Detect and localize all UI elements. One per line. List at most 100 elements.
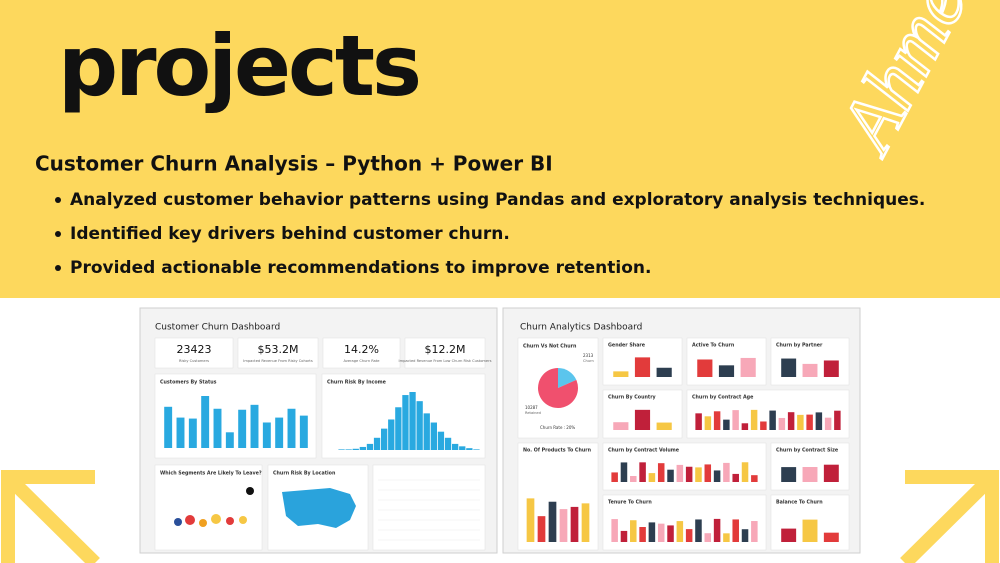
kpi-card [154,337,234,369]
decor-bar [751,475,758,482]
bar [201,396,210,448]
decor-bar [697,359,713,377]
panel-title: Churn Risk By Income [327,380,387,386]
bar [262,422,271,448]
decor-bar [685,529,693,542]
bullet-list: Analyzed customer behavior patterns usin… [55,190,925,278]
bar [388,419,395,450]
top-band [0,0,1000,298]
kpi-label: Impacted Revenue From Low Churn Risk Cus… [399,359,492,363]
bar [444,437,452,450]
panel-title: Churn by Partner [776,343,823,349]
decor-bar [741,423,749,430]
bar [238,409,247,448]
decor-bar [823,532,839,542]
bar [176,417,185,448]
bar [250,404,259,448]
decor-bar [634,409,651,430]
decor-bar [723,419,730,430]
decor-bar [815,412,823,430]
pie-note: Churn Rate : 20% [540,425,575,430]
panel-title: Tenure To Churn [608,500,652,506]
panel-title: Churn Risk By Location [273,471,336,477]
decor-bar [695,413,702,430]
decor-bar [695,519,702,542]
decor-bar [713,518,721,542]
panel-title: No. Of Products To Churn [523,448,592,454]
pie-value: 2313 [583,353,594,358]
decor-bar [723,462,730,482]
kpi-card [322,337,401,369]
bullet-text: Provided actionable recommendations to i… [70,258,651,278]
panel-title: Churn by Contract Size [776,448,839,454]
decor-bar [781,467,797,482]
decor-bar [797,414,804,430]
bar [395,407,402,450]
kpi-card [404,337,486,369]
bar [416,401,423,450]
bar [188,418,197,448]
bar [402,395,409,450]
decor-bar [781,528,797,542]
decor-bar [760,421,767,430]
bar [275,417,284,448]
decor-bar [802,467,818,482]
bar [437,431,445,450]
kpi-value: $12.2M [425,343,466,356]
bullet-dot [55,265,61,271]
decor-bar [732,473,739,482]
panel-title: Churn by Contract Age [692,395,754,401]
arrow-left [1,470,100,563]
panel-title: Churn Vs Not Churn [523,344,577,350]
decor-bar [741,529,749,542]
decor-bar [751,521,758,542]
bullet-dot [55,231,61,237]
decor-bar [581,503,590,542]
decor-bar [823,360,839,377]
left-dashboard: Customer Churn Dashboard Customers By St… [139,307,498,554]
table-lines [378,479,480,541]
decor-bar [559,509,568,542]
decor-bar [750,409,758,430]
decor-bar [620,530,628,542]
decor-bar [648,473,656,482]
panel [154,464,263,551]
map [282,488,356,528]
decor-bar [713,470,721,482]
bullet-dot [55,197,61,203]
panel [372,464,486,551]
dashboard-title: Churn Analytics Dashboard [520,323,642,333]
decor-bar [676,464,684,482]
bubbles [174,487,254,527]
decor-bar [704,533,712,542]
decor-bar [656,422,672,430]
kpi-card [237,337,319,369]
decor-bar [657,523,665,542]
pie-slice [538,368,578,408]
heading: Customer Churn Analysis – Python + Power… [35,152,553,176]
decor-bar [741,462,749,482]
decor-bar [713,411,721,430]
decor-bar [723,533,730,542]
decor-bar [548,501,557,542]
panel-title: Gender Share [608,343,646,349]
decor-bar [676,521,684,542]
bar [338,449,345,450]
decor-bar [611,519,618,542]
decor-bar [834,410,841,430]
decor-bar [685,466,693,482]
decor-bar [704,464,712,482]
bar [345,449,352,450]
decor-bar [537,516,546,542]
kpi-value: $53.2M [258,343,299,356]
bar [287,408,296,448]
panel-title: Churn by Contract Volume [608,448,680,454]
decor-bar [732,519,739,542]
panel-title: Balance To Churn [776,500,823,506]
decor-bar [778,417,786,430]
arrow-right [900,470,999,563]
decor-bar [802,363,818,377]
decor-bar [806,414,813,430]
decor-bar [824,417,832,430]
